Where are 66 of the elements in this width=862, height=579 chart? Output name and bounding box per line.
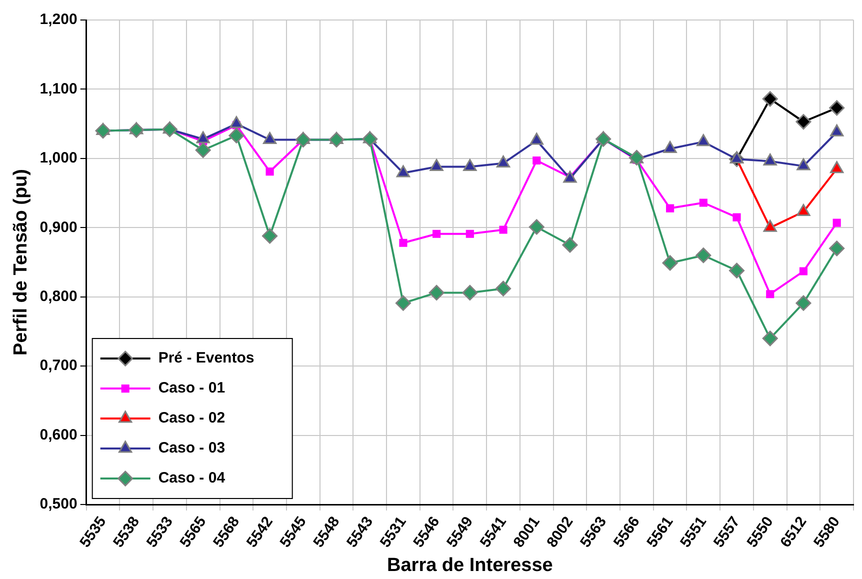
point: [666, 204, 674, 212]
point: [262, 132, 277, 144]
point: [228, 128, 244, 144]
point: [128, 122, 144, 138]
point: [328, 132, 344, 148]
point: [196, 131, 210, 144]
y-tick-label: 1,200: [40, 11, 78, 28]
legend-label: Caso - 03: [158, 440, 226, 457]
point: [463, 158, 477, 171]
y-tick-label: 0,700: [40, 357, 78, 374]
point: [699, 198, 708, 207]
y-tick-label: 0,600: [40, 426, 78, 444]
point: [262, 228, 278, 244]
point: [295, 132, 311, 148]
point: [662, 255, 678, 271]
point: [396, 165, 410, 178]
point: [362, 131, 378, 147]
point: [195, 142, 211, 158]
point: [95, 123, 111, 139]
y-tick-label: 0,800: [40, 288, 78, 306]
point: [532, 156, 541, 165]
point: [829, 100, 845, 116]
legend-label: Caso - 04: [158, 470, 226, 487]
point: [696, 248, 712, 264]
point: [430, 158, 444, 171]
point: [466, 230, 474, 238]
point: [563, 170, 577, 183]
y-tick-label: 0,900: [40, 218, 78, 236]
point: [762, 330, 778, 346]
point: [395, 295, 411, 311]
point: [796, 114, 812, 130]
legend-label: Caso - 01: [158, 380, 226, 397]
point: [432, 230, 441, 238]
point: [830, 124, 844, 136]
point: [763, 153, 777, 166]
point: [462, 284, 478, 300]
point: [696, 134, 710, 146]
point: [766, 290, 774, 298]
point: [796, 158, 810, 170]
legend-label: Caso - 02: [158, 410, 226, 427]
point: [496, 280, 512, 296]
point: [830, 161, 844, 174]
point: [832, 218, 841, 227]
point: [799, 267, 808, 276]
point: [796, 295, 812, 311]
x-axis-title: Barra de Interesse: [387, 554, 553, 576]
point: [829, 240, 845, 256]
point: [562, 237, 578, 253]
point: [729, 262, 745, 278]
point: [399, 238, 408, 247]
y-axis-title: Perfil de Tensão (pu): [10, 169, 32, 356]
point: [530, 132, 544, 145]
point: [762, 91, 778, 107]
point: [266, 168, 274, 176]
point: [496, 156, 510, 168]
y-tick-label: 1,000: [40, 150, 78, 167]
y-tick-label: 1,100: [40, 80, 78, 98]
point: [428, 284, 444, 300]
point: [162, 122, 178, 138]
point: [596, 131, 612, 147]
point: [732, 213, 741, 222]
legend-label: Pré - Eventos: [158, 350, 254, 367]
y-tick-label: 0,500: [40, 496, 78, 513]
point: [663, 141, 677, 153]
point: [499, 226, 508, 234]
point: [528, 219, 544, 235]
